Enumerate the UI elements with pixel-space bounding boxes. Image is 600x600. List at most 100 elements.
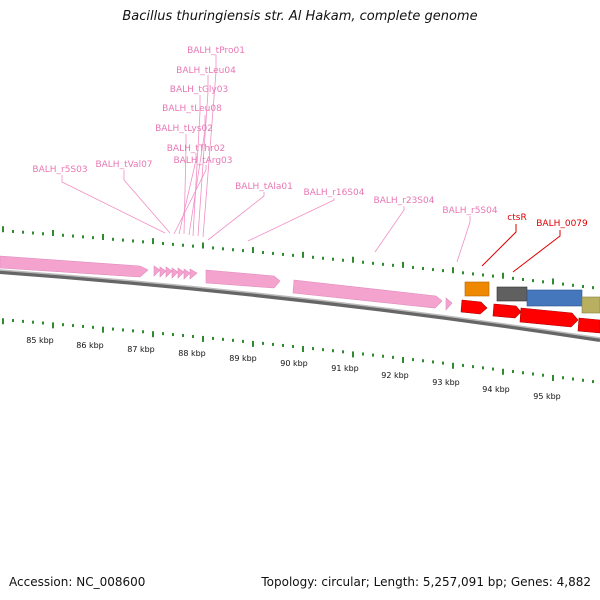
label-r5S04[interactable]: BALH_r5S04 [442, 206, 497, 216]
tick-mark [582, 378, 584, 382]
tick-mark [12, 319, 14, 323]
tick-mark [542, 373, 544, 377]
tick-mark [272, 251, 274, 255]
label-r16S04[interactable]: BALH_r16S04 [304, 188, 365, 198]
tick-mark [572, 377, 574, 381]
tick-mark [372, 261, 374, 265]
accession-text: Accession: NC_008600 [9, 575, 146, 589]
tick-mark [142, 240, 144, 244]
tick-mark [472, 365, 474, 369]
label-tAla01[interactable]: BALH_tAla01 [235, 182, 293, 192]
rna-labels: BALH_tPro01 BALH_tLeu04 BALH_tGly03 BALH… [32, 46, 497, 216]
label-BALH_0079[interactable]: BALH_0079 [536, 219, 588, 229]
gene-blue[interactable] [526, 289, 583, 307]
rna-leader-lines [61, 55, 471, 263]
tick-mark [432, 268, 434, 272]
trna-cluster-6[interactable] [183, 268, 191, 280]
label-tLys02[interactable]: BALH_tLys02 [155, 124, 213, 134]
tick-mark [362, 260, 364, 264]
trna-cluster-1[interactable] [153, 265, 161, 277]
tick-mark [512, 369, 514, 373]
tick-mark [252, 247, 254, 254]
tick-mark [512, 276, 514, 280]
tick-mark [342, 350, 344, 354]
label-r5S03[interactable]: BALH_r5S03 [32, 165, 87, 175]
trna-cluster-5[interactable] [177, 267, 185, 279]
tick-mark [22, 319, 24, 323]
tick-mark [442, 269, 444, 273]
tick-mark [482, 366, 484, 370]
gene-BALH_0079[interactable] [519, 307, 579, 328]
tick-mark [72, 324, 74, 328]
tick-mark [462, 363, 464, 367]
label-tLeu04[interactable]: BALH_tLeu04 [176, 66, 236, 76]
gene-gray[interactable] [496, 286, 528, 302]
tick-mark [592, 286, 594, 290]
tick-mark [12, 229, 14, 233]
tick-mark [32, 231, 34, 235]
label-tGly03[interactable]: BALH_tGly03 [170, 85, 228, 95]
tick-mark [332, 349, 334, 353]
trna-cluster-4[interactable] [171, 267, 179, 279]
tick-mark [402, 356, 404, 363]
tick-mark [172, 242, 174, 246]
tick-mark [42, 232, 44, 236]
gene-red-2[interactable] [492, 303, 522, 319]
tick-mark [442, 361, 444, 365]
tick-mark [322, 256, 324, 260]
map-title: Bacillus thuringiensis str. Al Hakam, co… [122, 9, 478, 24]
gene-orange[interactable] [464, 281, 490, 297]
label-ctsR[interactable]: ctsR [507, 213, 526, 223]
label-tLeu08[interactable]: BALH_tLeu08 [162, 104, 222, 114]
tick-mark [142, 330, 144, 334]
tick-mark [162, 332, 164, 336]
tick-mark [202, 335, 204, 342]
tick-mark [222, 337, 224, 341]
rna-feature-r16S04[interactable] [205, 269, 281, 289]
tick-mark [562, 376, 564, 380]
label-tArg03[interactable]: BALH_tArg03 [173, 156, 232, 166]
tick-mark [492, 367, 494, 371]
kbp-label: 87 kbp [127, 345, 155, 354]
gene-ctsR[interactable] [460, 299, 488, 315]
rna-feature-r23S04[interactable] [292, 279, 443, 309]
tick-mark [342, 258, 344, 262]
tick-mark [2, 318, 4, 325]
trna-cluster-3[interactable] [165, 266, 173, 278]
trna-cluster-7[interactable] [189, 268, 198, 280]
kbp-label: 86 kbp [76, 341, 104, 350]
kbp-label: 85 kbp [26, 336, 54, 345]
outer-tick-track [2, 226, 594, 290]
tick-mark [232, 338, 234, 342]
label-tPro01[interactable]: BALH_tPro01 [187, 46, 245, 56]
tick-mark [252, 340, 254, 347]
tick-mark [582, 284, 584, 288]
tick-mark [492, 274, 494, 278]
rna-feature-r5S03[interactable] [0, 255, 149, 278]
kbp-label: 89 kbp [229, 354, 257, 363]
label-r23S04[interactable]: BALH_r23S04 [374, 196, 435, 206]
tick-mark [192, 334, 194, 338]
tick-mark [352, 256, 354, 263]
gene-olive[interactable] [581, 296, 600, 314]
inner-tick-track [2, 318, 594, 384]
tick-mark [392, 263, 394, 267]
tick-mark [452, 267, 454, 274]
kbp-label: 92 kbp [381, 371, 409, 380]
tick-mark [62, 323, 64, 327]
rna-feature-r5S04[interactable] [445, 297, 453, 311]
tick-mark [412, 358, 414, 362]
tick-mark [562, 282, 564, 286]
tick-mark [282, 343, 284, 347]
tick-mark [312, 347, 314, 351]
gene-red-4[interactable] [577, 317, 600, 334]
tick-mark [82, 324, 84, 328]
tick-mark [52, 230, 54, 237]
tick-mark [422, 359, 424, 363]
label-tThr02[interactable]: BALH_tThr02 [167, 144, 226, 154]
trna-cluster-2[interactable] [159, 266, 167, 278]
tick-mark [262, 250, 264, 254]
label-tVal07[interactable]: BALH_tVal07 [95, 160, 152, 170]
tick-mark [522, 277, 524, 281]
